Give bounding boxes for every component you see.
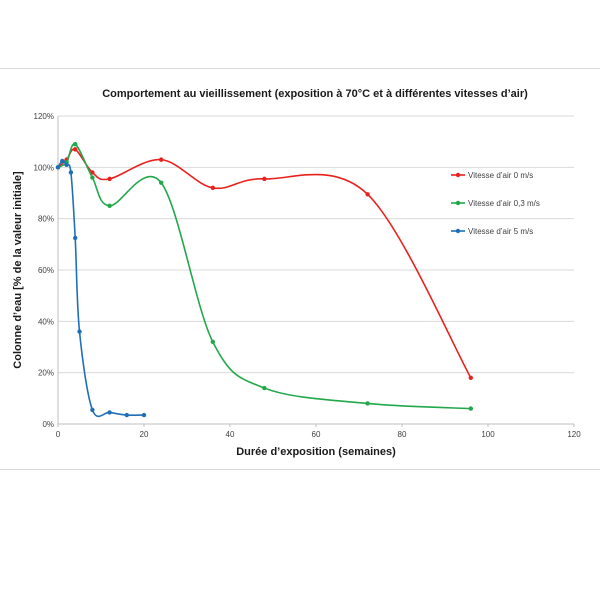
legend: Vitesse d’air 0 m/s Vitesse d’air 0,3 m/s… [451,171,540,236]
data-point [210,185,215,191]
x-axis-title: Durée d’exposition (semaines) [236,446,396,458]
series-line [57,143,471,410]
data-point [73,142,78,147]
data-point [365,192,370,197]
series-line [57,148,472,379]
series-2 [55,142,473,411]
y-tick-label: 100% [34,163,54,172]
legend-label: Vitesse d’air 0 m/s [468,171,533,180]
data-point [141,412,147,418]
data-point [107,176,112,182]
x-tick-label: 20 [140,430,149,439]
x-tick-label: 60 [312,430,321,439]
y-tick-label: 40% [38,317,54,326]
y-tick-label: 0% [42,420,54,429]
data-point [468,375,473,380]
legend-marker [455,172,461,178]
y-tick-label: 20% [38,369,54,378]
data-point [60,158,65,164]
data-point [159,157,164,162]
data-point [77,329,82,334]
series-group [55,142,473,418]
chart-title: Comportement au vieillissement (expositi… [102,88,528,100]
legend-entry: Vitesse d’air 0,3 m/s [451,199,540,208]
y-tick-label: 120% [34,112,54,121]
series-3 [55,158,147,418]
legend-entry: Vitesse d’air 5 m/s [451,227,533,236]
data-point [55,165,61,170]
legend-marker [455,200,461,206]
axes [57,116,575,427]
x-tick-labels: 0 20 40 60 80 100 120 [56,430,581,439]
data-point [90,170,95,175]
grid-lines [58,115,574,374]
legend-label: Vitesse d’air 0,3 m/s [468,199,540,208]
chart-frame [0,68,600,470]
legend-entry: Vitesse d’air 0 m/s [451,171,533,180]
x-tick-label: 100 [481,430,495,439]
y-tick-label: 80% [38,215,54,224]
data-point [124,412,129,418]
x-tick-label: 80 [398,430,407,439]
data-point [73,147,78,152]
data-point [107,203,112,209]
x-tick-label: 40 [226,430,235,439]
legend-marker [455,228,461,234]
data-point [90,407,95,413]
data-point [64,162,69,167]
data-point [107,410,112,415]
data-point [365,401,370,406]
data-point [468,406,473,411]
data-point [159,180,164,185]
y-tick-label: 60% [38,266,54,275]
x-tick-label: 0 [56,430,61,439]
x-tick-label: 120 [567,430,581,439]
legend-label: Vitesse d’air 5 m/s [468,227,533,236]
data-point [210,339,215,345]
data-point [73,235,78,241]
y-tick-labels: 0% 20% 40% 60% 80% 100% 120% [34,112,54,429]
data-point [68,170,74,175]
data-point [262,385,267,391]
data-point [262,176,267,182]
series-1 [55,147,473,380]
y-axis-title: Colonne d’eau [% de la valeur initiale] [12,171,24,369]
data-point [90,175,95,180]
series-line [57,160,145,418]
